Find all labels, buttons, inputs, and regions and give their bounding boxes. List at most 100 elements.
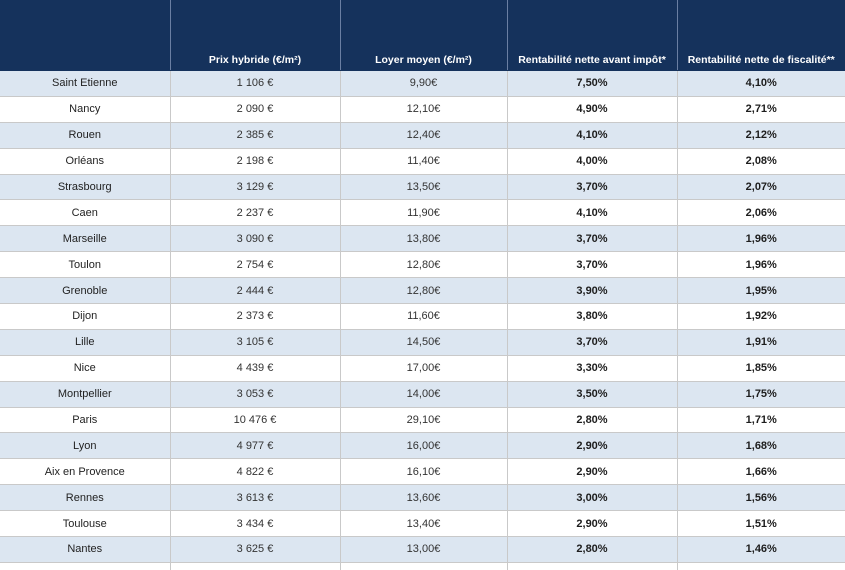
net-after-tax-cell: 1,66% [677, 458, 845, 486]
average-rent-cell: 14,00€ [340, 381, 508, 408]
hybrid-price-cell: 3 105 € [170, 329, 341, 356]
header-net-before-tax: Rentabilité nette avant impôt* [507, 0, 678, 71]
city-cell: Aix en Provence [0, 458, 171, 486]
city-cell: Toulon [0, 251, 171, 279]
city-cell: Rouen [0, 122, 171, 149]
header-hybrid-price: Prix hybride (€/m²) [170, 0, 341, 71]
table-row: Lyon 4 977 €16,00€ 2,90% 1,68% [0, 432, 845, 460]
net-before-tax-cell: 2,90% [507, 510, 678, 538]
hybrid-price-cell: 1 106 € [170, 70, 341, 97]
table-row: Caen 2 237 €11,90€ 4,10% 2,06% [0, 199, 845, 227]
net-after-tax-cell: 1,75% [677, 381, 845, 408]
average-rent-cell: 9,90€ [340, 70, 508, 97]
net-after-tax-cell: 1,96% [677, 251, 845, 279]
net-after-tax-cell: 2,07% [677, 174, 845, 201]
net-before-tax-cell: 4,00% [507, 148, 678, 175]
table-row: Rouen 2 385 €12,40€ 4,10% 2,12% [0, 122, 845, 149]
table-row: Marseille 3 090 €13,80€ 3,70% 1,96% [0, 225, 845, 253]
net-before-tax-cell: 3,90% [507, 277, 678, 305]
hybrid-price-cell: 3 613 € [170, 484, 341, 512]
table-row: Nice 4 439 €17,00€ 3,30% 1,85% [0, 355, 845, 382]
header-average-rent: Loyer moyen (€/m²) [340, 0, 508, 71]
hybrid-price-cell: 2 373 € [170, 303, 341, 330]
average-rent-cell: 16,00€ [340, 432, 508, 460]
average-rent-cell: 29,10€ [340, 407, 508, 434]
city-cell: Grenoble [0, 277, 171, 305]
average-rent-cell: 13,00€ [340, 536, 508, 563]
net-before-tax-cell: 2,90% [507, 458, 678, 486]
net-before-tax-cell: 3,70% [507, 329, 678, 356]
table-row [0, 562, 845, 570]
city-cell: Lyon [0, 432, 171, 460]
net-before-tax-cell: 3,50% [507, 381, 678, 408]
average-rent-cell: 13,60€ [340, 484, 508, 512]
table-row: Dijon 2 373 €11,60€ 3,80% 1,92% [0, 303, 845, 330]
header-row: Prix hybride (€/m²) Loyer moyen (€/m²) R… [0, 0, 845, 71]
net-before-tax-cell: 4,90% [507, 96, 678, 123]
net-after-tax-cell: 1,85% [677, 355, 845, 382]
average-rent-cell: 12,10€ [340, 96, 508, 123]
city-cell: Toulouse [0, 510, 171, 538]
net-after-tax-cell: 2,08% [677, 148, 845, 175]
table-row: Rennes 3 613 €13,60€ 3,00% 1,56% [0, 484, 845, 512]
average-rent-cell: 13,50€ [340, 174, 508, 201]
net-before-tax-cell: 3,70% [507, 225, 678, 253]
city-cell: Montpellier [0, 381, 171, 408]
table-row: Grenoble 2 444 €12,80€ 3,90% 1,95% [0, 277, 845, 305]
net-before-tax-cell [507, 562, 678, 570]
average-rent-cell: 13,40€ [340, 510, 508, 538]
net-after-tax-cell: 1,91% [677, 329, 845, 356]
header-city [0, 0, 171, 71]
average-rent-cell: 14,50€ [340, 329, 508, 356]
net-after-tax-cell: 1,92% [677, 303, 845, 330]
city-cell: Nancy [0, 96, 171, 123]
net-after-tax-cell: 1,46% [677, 536, 845, 563]
hybrid-price-cell: 4 977 € [170, 432, 341, 460]
table-row: Lille 3 105 €14,50€ 3,70% 1,91% [0, 329, 845, 356]
hybrid-price-cell: 3 090 € [170, 225, 341, 253]
hybrid-price-cell: 3 053 € [170, 381, 341, 408]
city-cell: Marseille [0, 225, 171, 253]
city-cell: Strasbourg [0, 174, 171, 201]
average-rent-cell: 12,80€ [340, 277, 508, 305]
net-after-tax-cell: 1,95% [677, 277, 845, 305]
net-before-tax-cell: 3,00% [507, 484, 678, 512]
city-cell: Rennes [0, 484, 171, 512]
hybrid-price-cell: 4 822 € [170, 458, 341, 486]
table-row: Toulouse 3 434 €13,40€ 2,90% 1,51% [0, 510, 845, 538]
average-rent-cell: 11,90€ [340, 199, 508, 227]
net-after-tax-cell: 1,96% [677, 225, 845, 253]
net-before-tax-cell: 3,30% [507, 355, 678, 382]
net-before-tax-cell: 2,80% [507, 536, 678, 563]
net-after-tax-cell: 1,56% [677, 484, 845, 512]
net-before-tax-cell: 4,10% [507, 199, 678, 227]
table-row: Saint Etienne 1 106 €9,90€ 7,50% 4,10% [0, 70, 845, 97]
average-rent-cell: 11,40€ [340, 148, 508, 175]
table-row: Strasbourg 3 129 €13,50€ 3,70% 2,07% [0, 174, 845, 201]
table-row: Toulon 2 754 €12,80€ 3,70% 1,96% [0, 251, 845, 279]
city-cell: Nantes [0, 536, 171, 563]
hybrid-price-cell: 3 129 € [170, 174, 341, 201]
hybrid-price-cell: 2 237 € [170, 199, 341, 227]
city-cell [0, 562, 171, 570]
hybrid-price-cell: 2 385 € [170, 122, 341, 149]
table-header: Prix hybride (€/m²) Loyer moyen (€/m²) R… [0, 0, 845, 71]
net-before-tax-cell: 3,80% [507, 303, 678, 330]
table-row: Nantes 3 625 €13,00€ 2,80% 1,46% [0, 536, 845, 563]
hybrid-price-cell: 4 439 € [170, 355, 341, 382]
city-cell: Saint Etienne [0, 70, 171, 97]
city-cell: Paris [0, 407, 171, 434]
net-after-tax-cell: 4,10% [677, 70, 845, 97]
net-after-tax-cell [677, 562, 845, 570]
header-net-after-tax: Rentabilité nette de fiscalité** [677, 0, 845, 71]
net-after-tax-cell: 1,51% [677, 510, 845, 538]
average-rent-cell: 11,60€ [340, 303, 508, 330]
average-rent-cell: 12,80€ [340, 251, 508, 279]
net-before-tax-cell: 2,80% [507, 407, 678, 434]
hybrid-price-cell: 2 444 € [170, 277, 341, 305]
net-before-tax-cell: 4,10% [507, 122, 678, 149]
table-row: Aix en Provence 4 822 €16,10€ 2,90% 1,66% [0, 458, 845, 486]
average-rent-cell [340, 562, 508, 570]
